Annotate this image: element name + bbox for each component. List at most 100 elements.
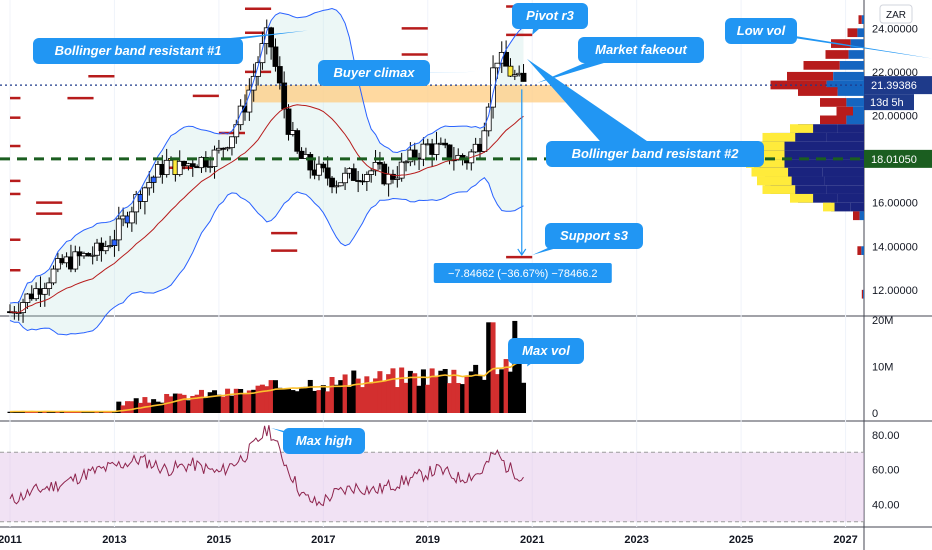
callout-buyer-climax: Buyer climax (318, 60, 480, 86)
candle (324, 156, 331, 186)
profile-bar-up (861, 289, 864, 299)
candle (189, 159, 196, 177)
profile-bar-va (790, 124, 814, 133)
currency-badge[interactable]: ZAR (879, 4, 913, 24)
volume-bar (481, 379, 487, 413)
svg-text:Low vol: Low vol (737, 23, 786, 38)
volume-bar (203, 397, 209, 413)
candle (285, 104, 292, 141)
candle (342, 167, 348, 190)
profile-bar-up (770, 80, 827, 90)
profile-bar-down (848, 50, 864, 59)
volume-tick: 20M (872, 315, 893, 327)
profile-bar-down (826, 185, 864, 194)
candle (490, 55, 496, 119)
rsi-series-line (9, 425, 524, 507)
bollinger-lower (9, 177, 524, 336)
callout-max-vol: Max vol (508, 338, 584, 367)
callouts[interactable]: Bollinger band resistant #1 Buyer climax P… (33, 3, 932, 454)
profile-bar-up (820, 98, 847, 107)
candle (163, 148, 170, 178)
callout-bollinger-2: Bollinger band resistant #2 (527, 58, 764, 167)
profile-bar-va (746, 159, 785, 168)
candle (368, 167, 375, 183)
volume-bar (155, 401, 161, 413)
volume-tick: 0 (872, 408, 878, 420)
volume-bar (77, 411, 83, 413)
volume-bar (503, 359, 509, 413)
volume-bar (68, 411, 74, 413)
volume-bar (294, 391, 300, 413)
volume-bar (416, 385, 422, 413)
profile-bar-up (787, 71, 834, 81)
rsi-band (0, 451, 864, 523)
volume-tick: 10M (872, 362, 893, 374)
profile-bar-down (846, 115, 864, 125)
candle (102, 240, 109, 255)
profile-bar-up (836, 106, 853, 116)
x-tick-2023: 2023 (624, 534, 648, 546)
profile-bar-down (857, 28, 864, 38)
profile-bar-up (803, 61, 840, 70)
svg-text:Bollinger band resistant #2: Bollinger band resistant #2 (572, 146, 740, 161)
candle (433, 131, 440, 161)
volume-bar (181, 394, 187, 413)
profile-bar-va (762, 185, 796, 194)
candle (72, 245, 79, 273)
candle (128, 206, 135, 232)
volume-bar (429, 368, 435, 413)
volume-moving-average (9, 361, 524, 413)
rsi-panel[interactable] (0, 425, 864, 523)
volume-bar (464, 375, 470, 413)
volume-bar (225, 388, 231, 413)
volume-bar (377, 371, 383, 413)
bollinger-band-lines (9, 7, 524, 336)
volume-panel[interactable] (7, 320, 527, 413)
candle (176, 150, 183, 177)
candle (420, 137, 427, 167)
volume-bar (142, 397, 148, 413)
candle (485, 103, 492, 137)
candle (54, 252, 61, 273)
volume-bar (490, 322, 496, 413)
volume-bar (33, 411, 39, 413)
volume-bar (207, 392, 213, 413)
measurement-tool[interactable]: −7.84662 (−36.67%) −78466.2 (433, 89, 612, 283)
candle (390, 169, 396, 184)
x-tick-2013: 2013 (102, 534, 126, 546)
profile-bar-up (798, 193, 838, 203)
x-tick-2017: 2017 (311, 534, 335, 546)
volume-bars (7, 320, 527, 413)
x-tick-2025: 2025 (729, 534, 753, 546)
volume-bar (355, 378, 361, 413)
candle (224, 146, 231, 152)
countdown-tag: 13d 5h (864, 94, 914, 111)
volume-bar (7, 411, 13, 413)
candle (316, 156, 322, 181)
volume-bar (364, 376, 370, 413)
candle (133, 190, 140, 225)
profile-bar-up (770, 132, 827, 142)
candle (320, 161, 327, 173)
volume-bar (24, 411, 30, 413)
bollinger-band-fill (10, 8, 524, 335)
volume-bar (460, 384, 466, 413)
candle (89, 246, 96, 265)
candle (377, 151, 383, 170)
candle (255, 56, 261, 86)
profile-bar-down (822, 167, 864, 177)
volume-bar (486, 322, 492, 413)
profile-bar-down (826, 132, 864, 142)
volume-bar (177, 393, 183, 413)
volume-bar (133, 398, 139, 413)
profile-bar-up (754, 150, 820, 160)
volume-bar (329, 377, 335, 413)
volume-profile (746, 15, 864, 299)
profile-bar-up (825, 50, 849, 59)
climax-zone-rect (245, 84, 569, 103)
volume-bar (159, 402, 165, 413)
profile-bar-up (759, 167, 823, 177)
volume-bar (455, 382, 461, 413)
volume-bar (316, 390, 322, 413)
